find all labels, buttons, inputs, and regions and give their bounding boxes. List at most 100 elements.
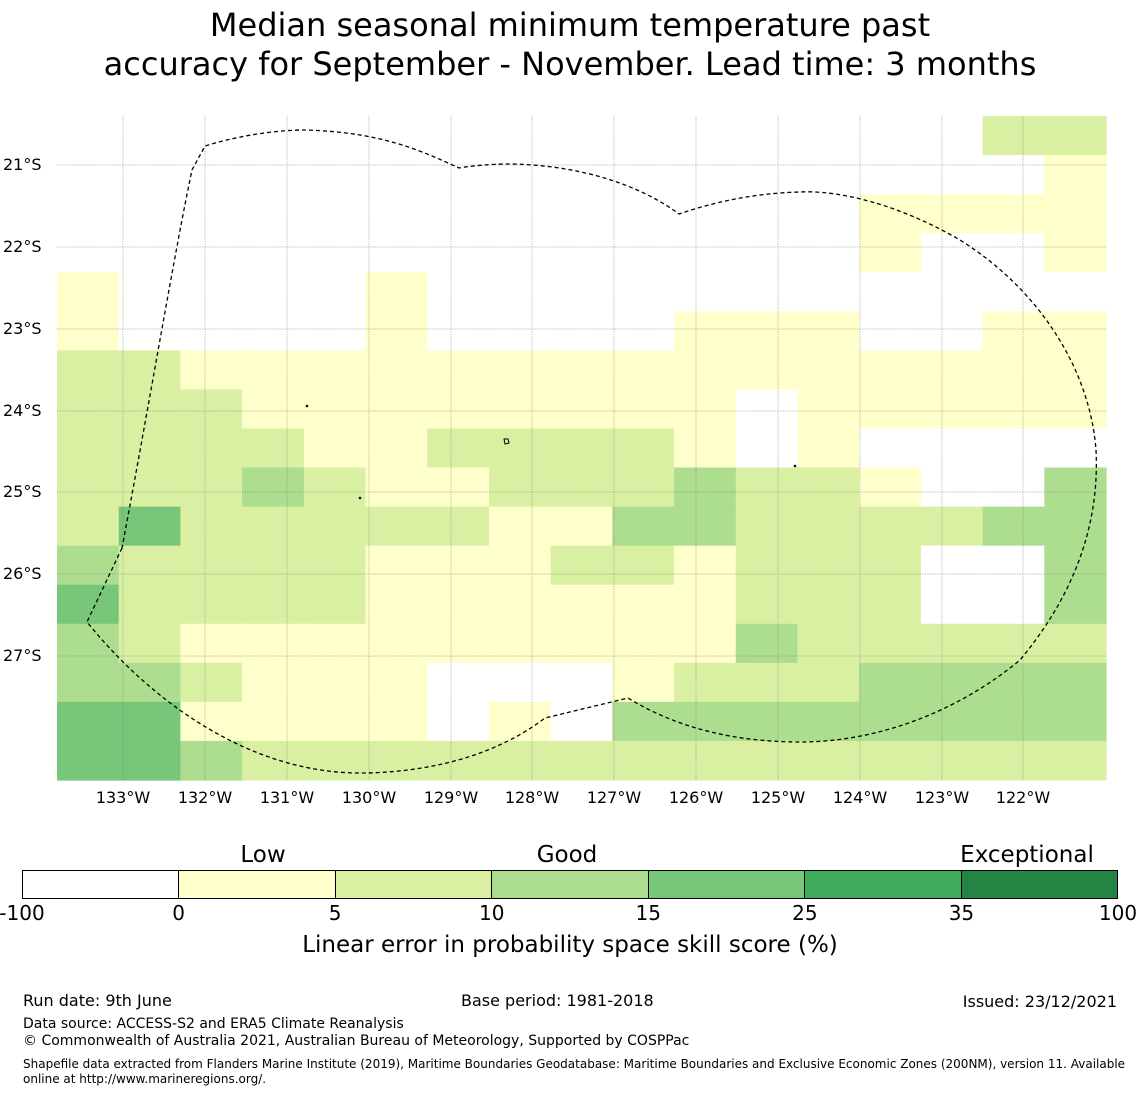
grid-cell: [550, 155, 613, 195]
grid-cell: [1044, 623, 1107, 664]
colorbar-tick: 25: [792, 901, 818, 925]
grid-cell: [674, 116, 737, 156]
grid-cell: [982, 662, 1045, 703]
grid-cell: [859, 116, 922, 156]
grid-cell: [488, 740, 552, 781]
grid-cell: [303, 116, 367, 156]
grid-cell: [242, 662, 305, 703]
grid-cell: [612, 467, 675, 508]
grid-cell: [57, 194, 120, 234]
grid-cell: [427, 506, 490, 547]
grid-cell: [612, 194, 675, 234]
grid-cell: [920, 311, 984, 351]
grid-cell: [303, 623, 367, 664]
grid-cell: [1044, 662, 1107, 703]
colorbar-tick: -100: [0, 901, 45, 925]
grid-cell: [674, 623, 737, 664]
grid-cell: [303, 428, 367, 469]
grid-cell: [920, 155, 984, 195]
grid-cell: [242, 155, 305, 195]
grid-cell: [982, 233, 1045, 273]
grid-cell: [118, 233, 182, 273]
longitude-label: 123°W: [914, 788, 970, 807]
grid-cell: [859, 272, 922, 312]
grid-cell: [674, 506, 737, 547]
grid-cells: [57, 116, 1107, 781]
grid-cell: [1044, 116, 1107, 156]
grid-cell: [674, 350, 737, 391]
grid-cell: [180, 623, 243, 664]
grid-cell: [180, 740, 243, 781]
grid-cell: [920, 194, 984, 234]
graticule: [57, 116, 1106, 780]
grid-cell: [180, 233, 243, 273]
grid-cell: [488, 506, 552, 547]
grid-cell: [1044, 740, 1107, 781]
grid-cell: [365, 155, 428, 195]
grid-cell: [859, 623, 922, 664]
grid-cell: [427, 155, 490, 195]
grid-cell: [57, 740, 120, 781]
grid-cell: [550, 116, 613, 156]
grid-cell: [735, 428, 799, 469]
longitude-label: 133°W: [95, 788, 151, 807]
colorbar-label: Linear error in probability space skill …: [302, 932, 838, 958]
grid-cell: [550, 740, 613, 781]
grid-cell: [735, 311, 799, 351]
legend-header-good: Good: [536, 842, 598, 868]
grid-cell: [303, 740, 367, 781]
grid-cell: [427, 233, 490, 273]
colorbar-tick: 0: [172, 901, 185, 925]
grid-cell: [118, 623, 182, 664]
grid-cell: [180, 545, 243, 586]
latitude-label: 23°S: [3, 319, 42, 338]
grid-cell: [488, 662, 552, 703]
grid-cell: [427, 740, 490, 781]
grid-cell: [427, 467, 490, 508]
grid-cell: [242, 194, 305, 234]
grid-cell: [242, 623, 305, 664]
grid-cell: [180, 506, 243, 547]
grid-cell: [303, 272, 367, 312]
grid-cell: [118, 662, 182, 703]
grid-cell: [797, 311, 860, 351]
grid-cell: [365, 428, 428, 469]
longitude-label: 125°W: [750, 788, 806, 807]
grid-cell: [242, 311, 305, 351]
grid-cell: [859, 194, 922, 234]
grid-cell: [735, 740, 799, 781]
grid-cell: [674, 272, 737, 312]
grid-cell: [674, 662, 737, 703]
grid-cell: [920, 116, 984, 156]
chart-title: Median seasonal minimum temperature past…: [0, 6, 1140, 84]
grid-cell: [674, 311, 737, 351]
longitude-label: 129°W: [423, 788, 479, 807]
island-marks: [305, 404, 797, 500]
grid-cell: [57, 116, 120, 156]
grid-cell: [612, 506, 675, 547]
copyright: © Commonwealth of Australia 2021, Austra…: [23, 1033, 690, 1049]
colorbar-segment: [648, 871, 806, 898]
grid-cell: [735, 272, 799, 312]
grid-cell: [57, 155, 120, 195]
grid-cell: [612, 701, 675, 742]
grid-cell: [180, 155, 243, 195]
grid-cell: [365, 623, 428, 664]
grid-cell: [982, 428, 1045, 469]
grid-cell: [180, 272, 243, 312]
grid-cell: [735, 506, 799, 547]
longitude-label: 124°W: [832, 788, 888, 807]
grid-cell: [735, 701, 799, 742]
grid-cell: [550, 701, 613, 742]
eez-boundary: [86, 129, 1098, 774]
grid-cell: [612, 740, 675, 781]
grid-cell: [180, 662, 243, 703]
colorbar-segment: [335, 871, 493, 898]
grid-cell: [242, 467, 305, 508]
grid-cell: [427, 194, 490, 234]
grid-cell: [427, 350, 490, 391]
grid-cell: [612, 545, 675, 586]
grid-cell: [920, 545, 984, 586]
grid-cell: [488, 350, 552, 391]
grid-cell: [57, 701, 120, 742]
